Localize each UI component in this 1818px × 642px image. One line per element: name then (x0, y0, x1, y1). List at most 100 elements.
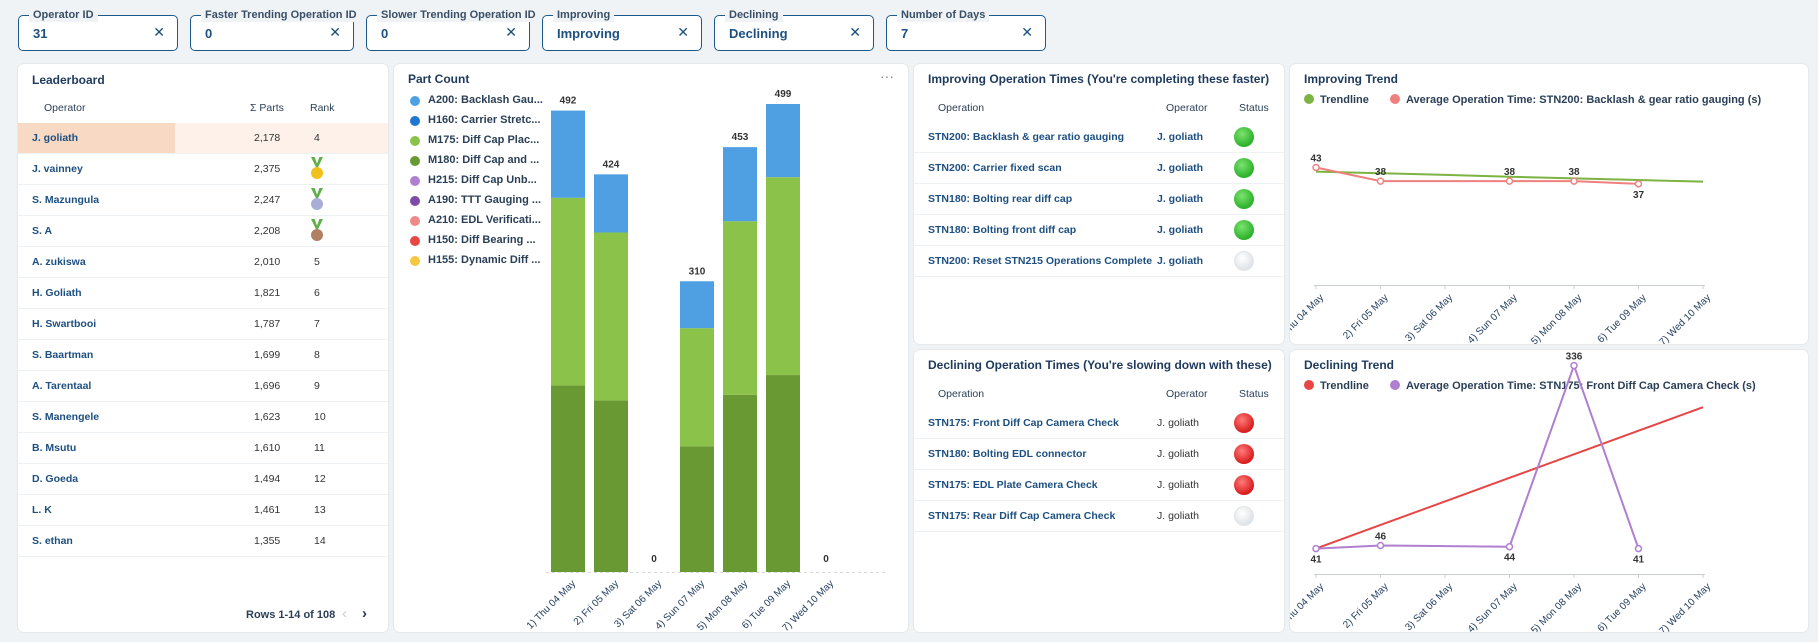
operator-name[interactable]: B. Msutu (32, 442, 77, 454)
bar-total-label: 0 (651, 554, 657, 565)
operator-name[interactable]: H. Goliath (32, 287, 82, 299)
table-row[interactable]: A. zukiswa 2,010 5 (18, 247, 388, 278)
table-row[interactable]: S. A 2,208 (18, 216, 388, 247)
operator-name[interactable]: H. Swartbooi (32, 318, 97, 330)
column-header-status[interactable]: Status (1239, 388, 1269, 400)
column-header-operator[interactable]: Operator (44, 102, 86, 114)
table-row[interactable]: STN180: Bolting rear diff cap J. goliath (914, 184, 1284, 215)
close-icon[interactable]: ✕ (1021, 24, 1033, 40)
column-header-operator[interactable]: Operator (1166, 102, 1208, 114)
operator-name[interactable]: S. Mazungula (32, 194, 100, 206)
filter-value[interactable]: 0 (205, 26, 213, 41)
operator-name[interactable]: J. goliath (1157, 255, 1204, 267)
slower-trending-filter[interactable]: Slower Trending Operation ID 0 ✕ (366, 8, 540, 51)
column-header-operator[interactable]: Operator (1166, 388, 1208, 400)
chevron-left-icon[interactable]: ‹ (342, 605, 347, 622)
table-row[interactable]: S. Manengele 1,623 10 (18, 402, 388, 433)
operation-name[interactable]: STN175: EDL Plate Camera Check (928, 479, 1098, 491)
operation-name[interactable]: STN175: Rear Diff Cap Camera Check (928, 510, 1116, 522)
rank-value: 10 (314, 411, 326, 423)
declining-filter[interactable]: Declining Declining ✕ (714, 8, 874, 51)
operator-name[interactable]: S. A (32, 225, 53, 237)
operator-name[interactable]: J. goliath (1157, 193, 1204, 205)
table-row[interactable]: STN200: Carrier fixed scan J. goliath (914, 153, 1284, 184)
operation-name[interactable]: STN180: Bolting EDL connector (928, 448, 1087, 460)
legend-label: Trendline (1320, 380, 1369, 392)
rank-value: 9 (314, 380, 320, 392)
filter-value[interactable]: Declining (729, 26, 788, 41)
operator-name[interactable]: J. goliath (1157, 224, 1204, 236)
column-header-status[interactable]: Status (1239, 102, 1269, 114)
data-label: 336 (1566, 352, 1583, 363)
improving-filter[interactable]: Improving Improving ✕ (542, 8, 702, 51)
table-row[interactable]: A. Tarentaal 1,696 9 (18, 371, 388, 402)
operation-name[interactable]: STN200: Reset STN215 Operations Complete (928, 255, 1153, 267)
operator-name[interactable]: D. Goeda (32, 473, 79, 485)
close-icon[interactable]: ✕ (849, 24, 861, 40)
column-header-operation[interactable]: Operation (938, 388, 985, 400)
declining-trend-chart: Trendline Average Operation Time: STN175:… (1290, 352, 1756, 632)
operator-name[interactable]: S. Manengele (32, 411, 100, 423)
table-row[interactable]: STN175: Front Diff Cap Camera Check J. go… (914, 408, 1284, 439)
legend-swatch (410, 136, 420, 146)
filter-value[interactable]: 0 (381, 26, 389, 41)
faster-trending-filter[interactable]: Faster Trending Operation ID 0 ✕ (190, 8, 361, 51)
filter-value[interactable]: Improving (557, 26, 620, 41)
operation-name[interactable]: STN175: Front Diff Cap Camera Check (928, 417, 1119, 429)
operator-name[interactable]: J. goliath (32, 132, 79, 144)
table-row[interactable]: STN180: Bolting front diff cap J. goliath (914, 215, 1284, 246)
operation-name[interactable]: STN180: Bolting front diff cap (928, 224, 1077, 236)
more-horizontal-icon[interactable]: ··· (880, 68, 894, 84)
operator-name[interactable]: J. goliath (1157, 448, 1200, 460)
filter-label: Faster Trending Operation ID (201, 8, 361, 22)
operator-name[interactable]: J. goliath (1157, 162, 1204, 174)
column-header-parts[interactable]: Σ Parts (250, 102, 284, 114)
part-count-card: Part Count ··· A200: Backlash Gau... H160… (394, 64, 908, 632)
operator-name[interactable]: L. K (32, 504, 52, 516)
table-row[interactable]: S. ethan 1,355 14 (18, 526, 388, 557)
improving-ops-card: Improving Operation Times (You're comple… (914, 64, 1284, 344)
close-icon[interactable]: ✕ (329, 24, 341, 40)
table-row[interactable]: H. Goliath 1,821 6 (18, 278, 388, 309)
operator-name[interactable]: S. ethan (32, 535, 73, 547)
close-icon[interactable]: ✕ (505, 24, 517, 40)
operator-name[interactable]: J. goliath (1157, 479, 1200, 491)
operator-name[interactable]: S. Baartman (32, 349, 94, 361)
filter-value[interactable]: 31 (33, 26, 48, 41)
table-row[interactable]: J. goliath 2,178 4 (18, 123, 388, 154)
operator-name[interactable]: A. zukiswa (32, 256, 86, 268)
table-row[interactable]: S. Baartman 1,699 8 (18, 340, 388, 371)
parts-count: 1,610 (254, 442, 281, 454)
number-of-days-filter[interactable]: Number of Days 7 ✕ (886, 8, 1046, 51)
close-icon[interactable]: ✕ (677, 24, 689, 40)
operator-id-filter[interactable]: Operator ID 31 ✕ (18, 8, 178, 51)
x-tick-label: 2) Fri 05 May (1341, 581, 1390, 630)
table-row[interactable]: STN180: Bolting EDL connector J. goliath (914, 439, 1284, 470)
filter-value[interactable]: 7 (901, 26, 909, 41)
table-row[interactable]: STN175: EDL Plate Camera Check J. goliath (914, 470, 1284, 501)
operator-name[interactable]: J. goliath (1157, 417, 1200, 429)
operation-name[interactable]: STN200: Carrier fixed scan (928, 162, 1062, 174)
operation-name[interactable]: STN200: Backlash & gear ratio gauging (928, 131, 1125, 143)
table-row[interactable]: J. vainney 2,375 (18, 154, 388, 185)
table-row[interactable]: D. Goeda 1,494 12 (18, 464, 388, 495)
legend-label: H215: Diff Cap Unb... (428, 174, 537, 186)
data-point (1376, 177, 1385, 185)
table-row[interactable]: STN200: Reset STN215 Operations Complete… (914, 246, 1284, 277)
table-row[interactable]: L. K 1,461 13 (18, 495, 388, 526)
table-row[interactable]: S. Mazungula 2,247 (18, 185, 388, 216)
status-indicator-icon (1234, 189, 1254, 209)
chevron-right-icon[interactable]: › (362, 605, 367, 622)
table-row[interactable]: STN175: Rear Diff Cap Camera Check J. gol… (914, 501, 1284, 532)
operator-name[interactable]: J. goliath (1157, 510, 1200, 522)
table-row[interactable]: STN200: Backlash & gear ratio gauging J. … (914, 122, 1284, 153)
operator-name[interactable]: J. vainney (32, 163, 83, 175)
operator-name[interactable]: J. goliath (1157, 131, 1204, 143)
column-header-rank[interactable]: Rank (310, 102, 335, 114)
table-row[interactable]: B. Msutu 1,610 11 (18, 433, 388, 464)
close-icon[interactable]: ✕ (153, 24, 165, 40)
operation-name[interactable]: STN180: Bolting rear diff cap (928, 193, 1073, 205)
operator-name[interactable]: A. Tarentaal (32, 380, 92, 392)
column-header-operation[interactable]: Operation (938, 102, 985, 114)
table-row[interactable]: H. Swartbooi 1,787 7 (18, 309, 388, 340)
